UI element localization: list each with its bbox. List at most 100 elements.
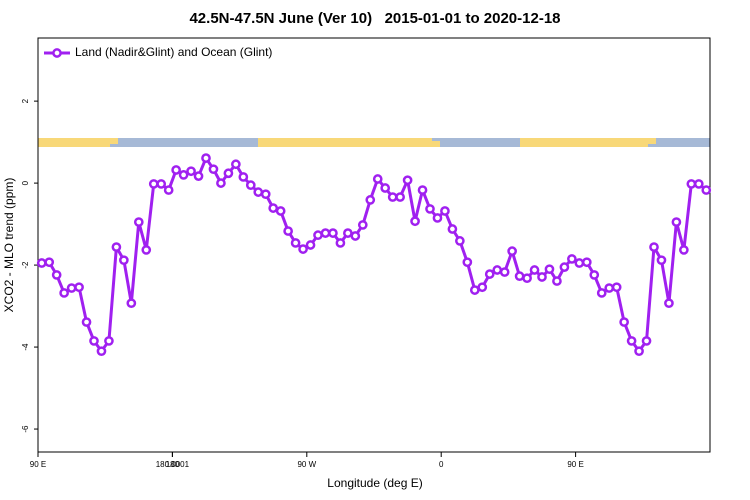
data-point xyxy=(701,185,712,195)
data-point xyxy=(507,246,517,256)
data-point xyxy=(484,269,495,279)
land-strip xyxy=(520,138,648,147)
data-point xyxy=(66,283,77,293)
data-point xyxy=(350,231,361,241)
data-point xyxy=(387,192,398,202)
data-point xyxy=(320,228,331,238)
data-point xyxy=(664,298,674,309)
data-point xyxy=(238,172,249,182)
data-point xyxy=(59,288,69,298)
data-point xyxy=(581,257,592,268)
data-point xyxy=(447,224,458,234)
data-point xyxy=(104,336,114,346)
data-point xyxy=(626,336,637,346)
land-strip xyxy=(648,138,656,144)
data-point xyxy=(313,230,323,241)
data-point xyxy=(133,217,144,227)
data-point xyxy=(455,236,465,246)
data-point xyxy=(268,203,279,213)
data-point xyxy=(574,258,585,268)
data-point xyxy=(275,206,286,216)
data-point xyxy=(559,262,570,272)
data-point xyxy=(186,166,196,177)
x-tick-label: 0 xyxy=(439,460,444,469)
data-point xyxy=(298,244,308,254)
data-point xyxy=(693,179,704,189)
data-point xyxy=(529,265,540,275)
land-strip xyxy=(258,138,432,147)
chart-title: 42.5N-47.5N June (Ver 10) 2015-01-01 to … xyxy=(189,10,560,27)
x-tick-label: 180.0001 xyxy=(156,460,190,469)
data-point xyxy=(328,228,338,238)
x-tick-label: 90 E xyxy=(567,460,583,469)
data-point xyxy=(148,179,159,189)
data-point xyxy=(686,179,697,189)
data-point xyxy=(163,185,174,195)
data-point xyxy=(335,238,346,248)
data-point xyxy=(537,272,547,282)
y-tick-label: -4 xyxy=(21,343,30,351)
data-point xyxy=(417,185,428,195)
data-point xyxy=(671,217,682,227)
data-point xyxy=(522,273,532,284)
data-point xyxy=(178,170,189,180)
data-point xyxy=(499,267,510,277)
data-point xyxy=(425,204,435,214)
data-point xyxy=(462,257,473,268)
y-tick-label: -6 xyxy=(21,425,30,433)
data-point xyxy=(365,195,376,205)
data-point xyxy=(283,226,293,236)
data-point xyxy=(208,164,219,175)
data-point xyxy=(96,346,107,357)
data-point xyxy=(89,336,99,346)
data-point xyxy=(589,270,600,280)
data-point xyxy=(619,317,629,327)
data-point xyxy=(410,216,420,227)
data-point xyxy=(201,153,211,163)
data-point xyxy=(171,165,181,175)
data-point xyxy=(223,168,234,179)
data-point xyxy=(544,264,555,275)
data-point xyxy=(395,192,405,202)
data-point xyxy=(74,282,84,293)
x-tick-label: 180 xyxy=(166,460,180,469)
data-point xyxy=(231,159,241,170)
data-point xyxy=(641,336,652,346)
data-point xyxy=(141,245,152,255)
data-point xyxy=(634,346,644,357)
data-point xyxy=(656,255,667,266)
data-point xyxy=(469,285,480,295)
y-tick-label: 0 xyxy=(21,180,30,185)
data-point xyxy=(51,270,62,280)
data-point xyxy=(36,258,47,268)
land-strip xyxy=(38,138,110,147)
data-point xyxy=(611,282,622,293)
data-point xyxy=(216,178,226,188)
land-ocean-strip xyxy=(38,138,710,147)
data-point xyxy=(193,171,204,181)
data-point xyxy=(492,265,503,275)
x-tick-label: 90 W xyxy=(297,460,316,469)
data-point xyxy=(357,220,368,230)
data-point xyxy=(380,183,391,193)
data-point xyxy=(649,242,659,252)
plot-frame xyxy=(37,37,711,453)
data-point xyxy=(245,180,256,191)
data-point xyxy=(596,288,607,298)
data-point xyxy=(514,271,525,282)
data-point xyxy=(260,189,271,200)
data-point xyxy=(440,206,450,216)
x-axis-label: Longitude (deg E) xyxy=(327,476,422,490)
legend-marker xyxy=(52,48,62,58)
data-point xyxy=(604,283,615,293)
data-point xyxy=(156,179,167,189)
legend: Land (Nadir&Glint) and Ocean (Glint) xyxy=(44,45,272,59)
data-point xyxy=(343,228,353,238)
data-point xyxy=(477,282,488,293)
data-point xyxy=(552,276,562,286)
legend-label: Land (Nadir&Glint) and Ocean (Glint) xyxy=(75,45,272,59)
y-tick-label: -2 xyxy=(21,261,30,269)
data-point xyxy=(44,257,55,268)
